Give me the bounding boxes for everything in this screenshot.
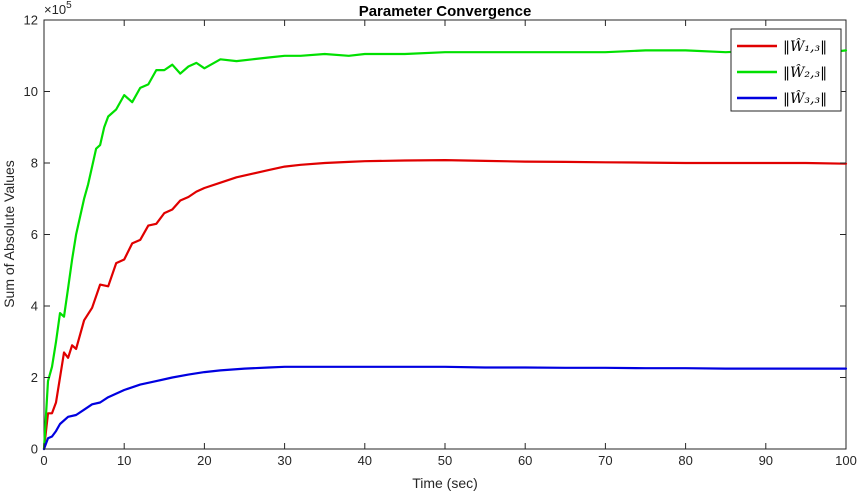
y-tick-label: 2 <box>31 370 38 385</box>
x-tick-label: 20 <box>197 453 211 468</box>
legend-label-3: ‖Ŵ₃,₃‖ <box>783 89 827 107</box>
legend-items: ‖Ŵ₁,₃‖ ‖Ŵ₂,₃‖ ‖Ŵ₃,₃‖ <box>737 37 827 107</box>
x-tick-label: 90 <box>759 453 773 468</box>
series-layer <box>42 49 848 451</box>
series-line-3 <box>42 365 848 451</box>
chart-title: Parameter Convergence <box>359 3 532 20</box>
y-multiplier-exponent: 5 <box>66 0 72 11</box>
x-tick-label: 0 <box>40 453 47 468</box>
y-tick-label: 6 <box>31 227 38 242</box>
y-axis-label: Sum of Absolute Values <box>1 160 17 308</box>
x-axis-label: Time (sec) <box>412 475 478 491</box>
plot-area <box>43 19 847 450</box>
y-axis-multiplier: ×105 <box>44 0 72 17</box>
legend-label-2: ‖Ŵ₂,₃‖ <box>783 63 827 81</box>
y-tick-label: 0 <box>31 442 38 457</box>
x-tick-label: 30 <box>277 453 291 468</box>
x-tick-label: 10 <box>117 453 131 468</box>
x-tick-label: 80 <box>678 453 692 468</box>
x-tick-label: 50 <box>438 453 452 468</box>
y-tick-label: 4 <box>31 299 38 314</box>
y-tick-label: 10 <box>24 84 38 99</box>
x-tick-label: 100 <box>835 453 857 468</box>
x-axis: 0 10 20 30 40 50 60 70 80 90 100 <box>40 20 857 468</box>
series-line-1 <box>42 159 848 451</box>
y-axis: 0 2 4 6 8 10 12 <box>24 13 846 457</box>
legend: ‖Ŵ₁,₃‖ ‖Ŵ₂,₃‖ ‖Ŵ₃,₃‖ <box>730 28 842 112</box>
legend-label-1: ‖Ŵ₁,₃‖ <box>783 37 827 55</box>
y-tick-label: 8 <box>31 156 38 171</box>
y-tick-label: 12 <box>24 13 38 28</box>
x-tick-label: 40 <box>358 453 372 468</box>
series-line-2 <box>42 49 848 451</box>
x-tick-label: 70 <box>598 453 612 468</box>
y-multiplier-base: ×10 <box>44 2 66 17</box>
x-tick-label: 60 <box>518 453 532 468</box>
